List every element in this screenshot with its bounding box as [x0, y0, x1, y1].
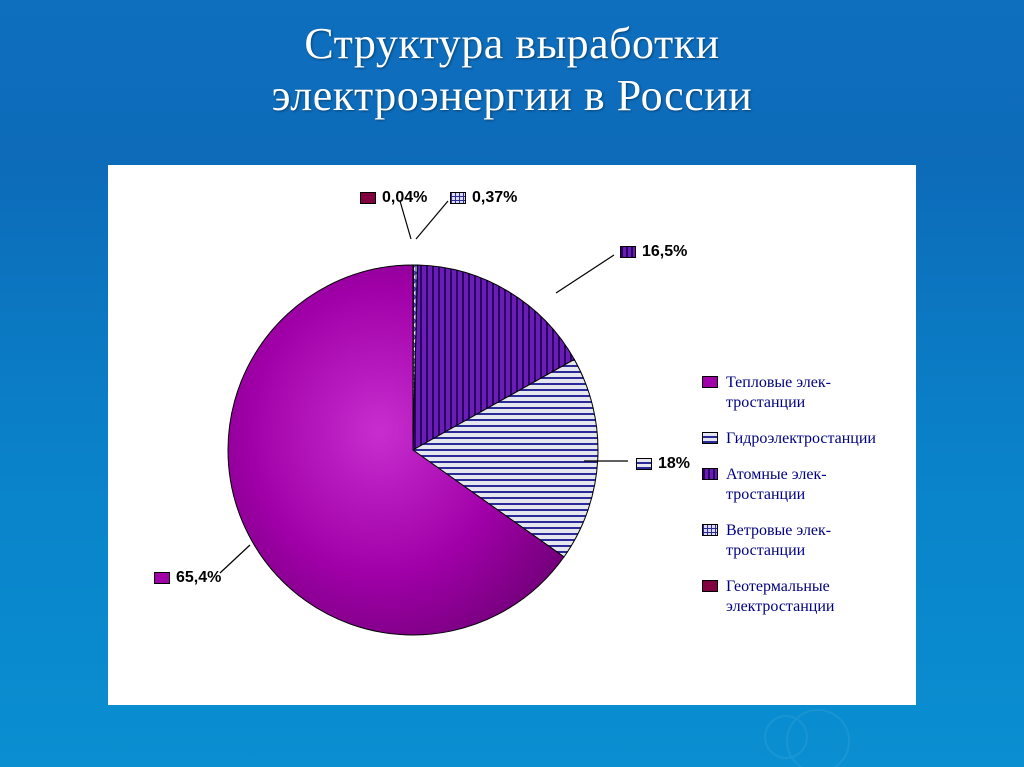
- bg-decoration: [764, 715, 904, 755]
- legend-item-hydro: Гидроэлектростанции: [702, 429, 892, 449]
- slide: Структура выработки электроэнергии в Рос…: [0, 0, 1024, 767]
- data-label-text: 0,04%: [382, 189, 427, 207]
- swatch-icon: [360, 192, 376, 204]
- swatch-icon: [636, 458, 652, 470]
- title-line-2: электроэнергии в России: [272, 71, 753, 120]
- swatch-icon: [450, 192, 466, 204]
- legend-swatch-icon: [702, 468, 718, 480]
- legend-label: Атомные элек-тростанции: [726, 465, 892, 505]
- legend-item-wind: Ветровые элек-тростанции: [702, 521, 892, 561]
- legend-swatch-icon: [702, 432, 718, 444]
- legend-swatch-icon: [702, 580, 718, 592]
- data-label-text: 65,4%: [176, 569, 221, 587]
- legend-swatch-icon: [702, 376, 718, 388]
- data-label-wind: 0,37%: [450, 189, 517, 207]
- data-label-geo: 0,04%: [360, 189, 427, 207]
- data-label-thermal: 65,4%: [154, 569, 221, 587]
- swatch-icon: [154, 572, 170, 584]
- legend-label: Геотермальные электростанции: [726, 577, 892, 617]
- title-line-1: Структура выработки: [304, 19, 719, 68]
- data-label-text: 0,37%: [472, 189, 517, 207]
- legend-label: Тепловые элек-тростанции: [726, 373, 892, 413]
- legend-item-thermal: Тепловые элек-тростанции: [702, 373, 892, 413]
- leader-nuclear: [556, 255, 614, 293]
- chart-panel: 0,04% 0,37% 16,5% 18% 65,4% Тепловые элек-тро…: [108, 165, 916, 705]
- data-label-hydro: 18%: [636, 455, 690, 473]
- data-label-nuclear: 16,5%: [620, 243, 687, 261]
- pie-chart: 0,04% 0,37% 16,5% 18% 65,4% Тепловые элек-тро…: [108, 165, 916, 705]
- page-title: Структура выработки электроэнергии в Рос…: [0, 0, 1024, 122]
- legend-swatch-icon: [702, 524, 718, 536]
- swatch-icon: [620, 246, 636, 258]
- legend-label: Гидроэлектростанции: [726, 429, 892, 449]
- legend-item-nuclear: Атомные элек-тростанции: [702, 465, 892, 505]
- data-label-text: 16,5%: [642, 243, 687, 261]
- legend-label: Ветровые элек-тростанции: [726, 521, 892, 561]
- legend-item-geo: Геотермальные электростанции: [702, 577, 892, 617]
- data-label-text: 18%: [658, 455, 690, 473]
- legend: Тепловые элек-тростанции Гидроэлектростан…: [702, 373, 892, 633]
- leader-thermal: [220, 545, 250, 573]
